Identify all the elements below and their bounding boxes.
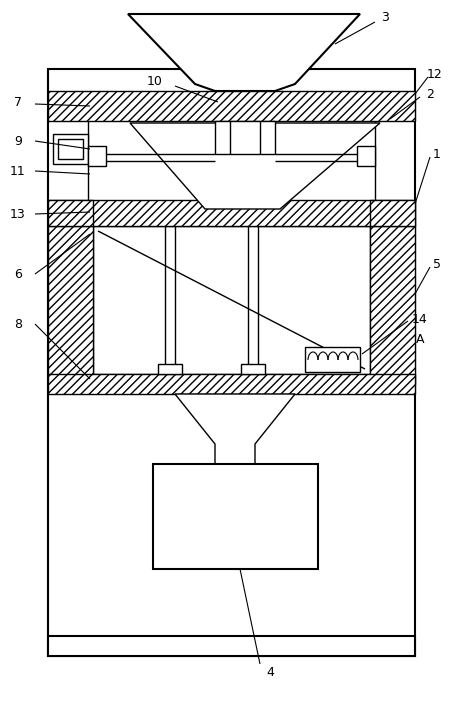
- Bar: [305, 347, 360, 372]
- Bar: [241, 364, 265, 374]
- Bar: [48, 91, 415, 121]
- Text: 1: 1: [433, 148, 441, 161]
- Bar: [370, 200, 415, 226]
- Bar: [48, 374, 415, 394]
- Text: 8: 8: [14, 318, 22, 331]
- Bar: [357, 146, 375, 166]
- Bar: [48, 200, 415, 226]
- Bar: [48, 226, 93, 384]
- Bar: [58, 139, 83, 159]
- Bar: [93, 226, 370, 374]
- Bar: [153, 464, 318, 569]
- Text: A: A: [416, 333, 424, 346]
- Bar: [48, 636, 415, 656]
- Bar: [53, 134, 88, 164]
- Text: 13: 13: [10, 208, 26, 221]
- Text: 12: 12: [427, 68, 443, 81]
- Text: 7: 7: [14, 96, 22, 109]
- Text: 3: 3: [381, 11, 389, 24]
- Bar: [88, 146, 106, 166]
- Text: 4: 4: [266, 665, 274, 678]
- Text: 6: 6: [14, 268, 22, 281]
- Text: 5: 5: [433, 258, 441, 271]
- Bar: [48, 200, 93, 226]
- Text: 9: 9: [14, 134, 22, 148]
- Text: 2: 2: [426, 88, 434, 101]
- Polygon shape: [128, 14, 360, 91]
- Text: 11: 11: [10, 164, 26, 178]
- Bar: [370, 226, 415, 384]
- Polygon shape: [130, 123, 380, 209]
- Text: 14: 14: [412, 313, 428, 326]
- Bar: [48, 69, 415, 656]
- Text: 10: 10: [147, 74, 163, 88]
- Bar: [158, 364, 182, 374]
- Bar: [215, 121, 275, 154]
- Polygon shape: [175, 394, 295, 464]
